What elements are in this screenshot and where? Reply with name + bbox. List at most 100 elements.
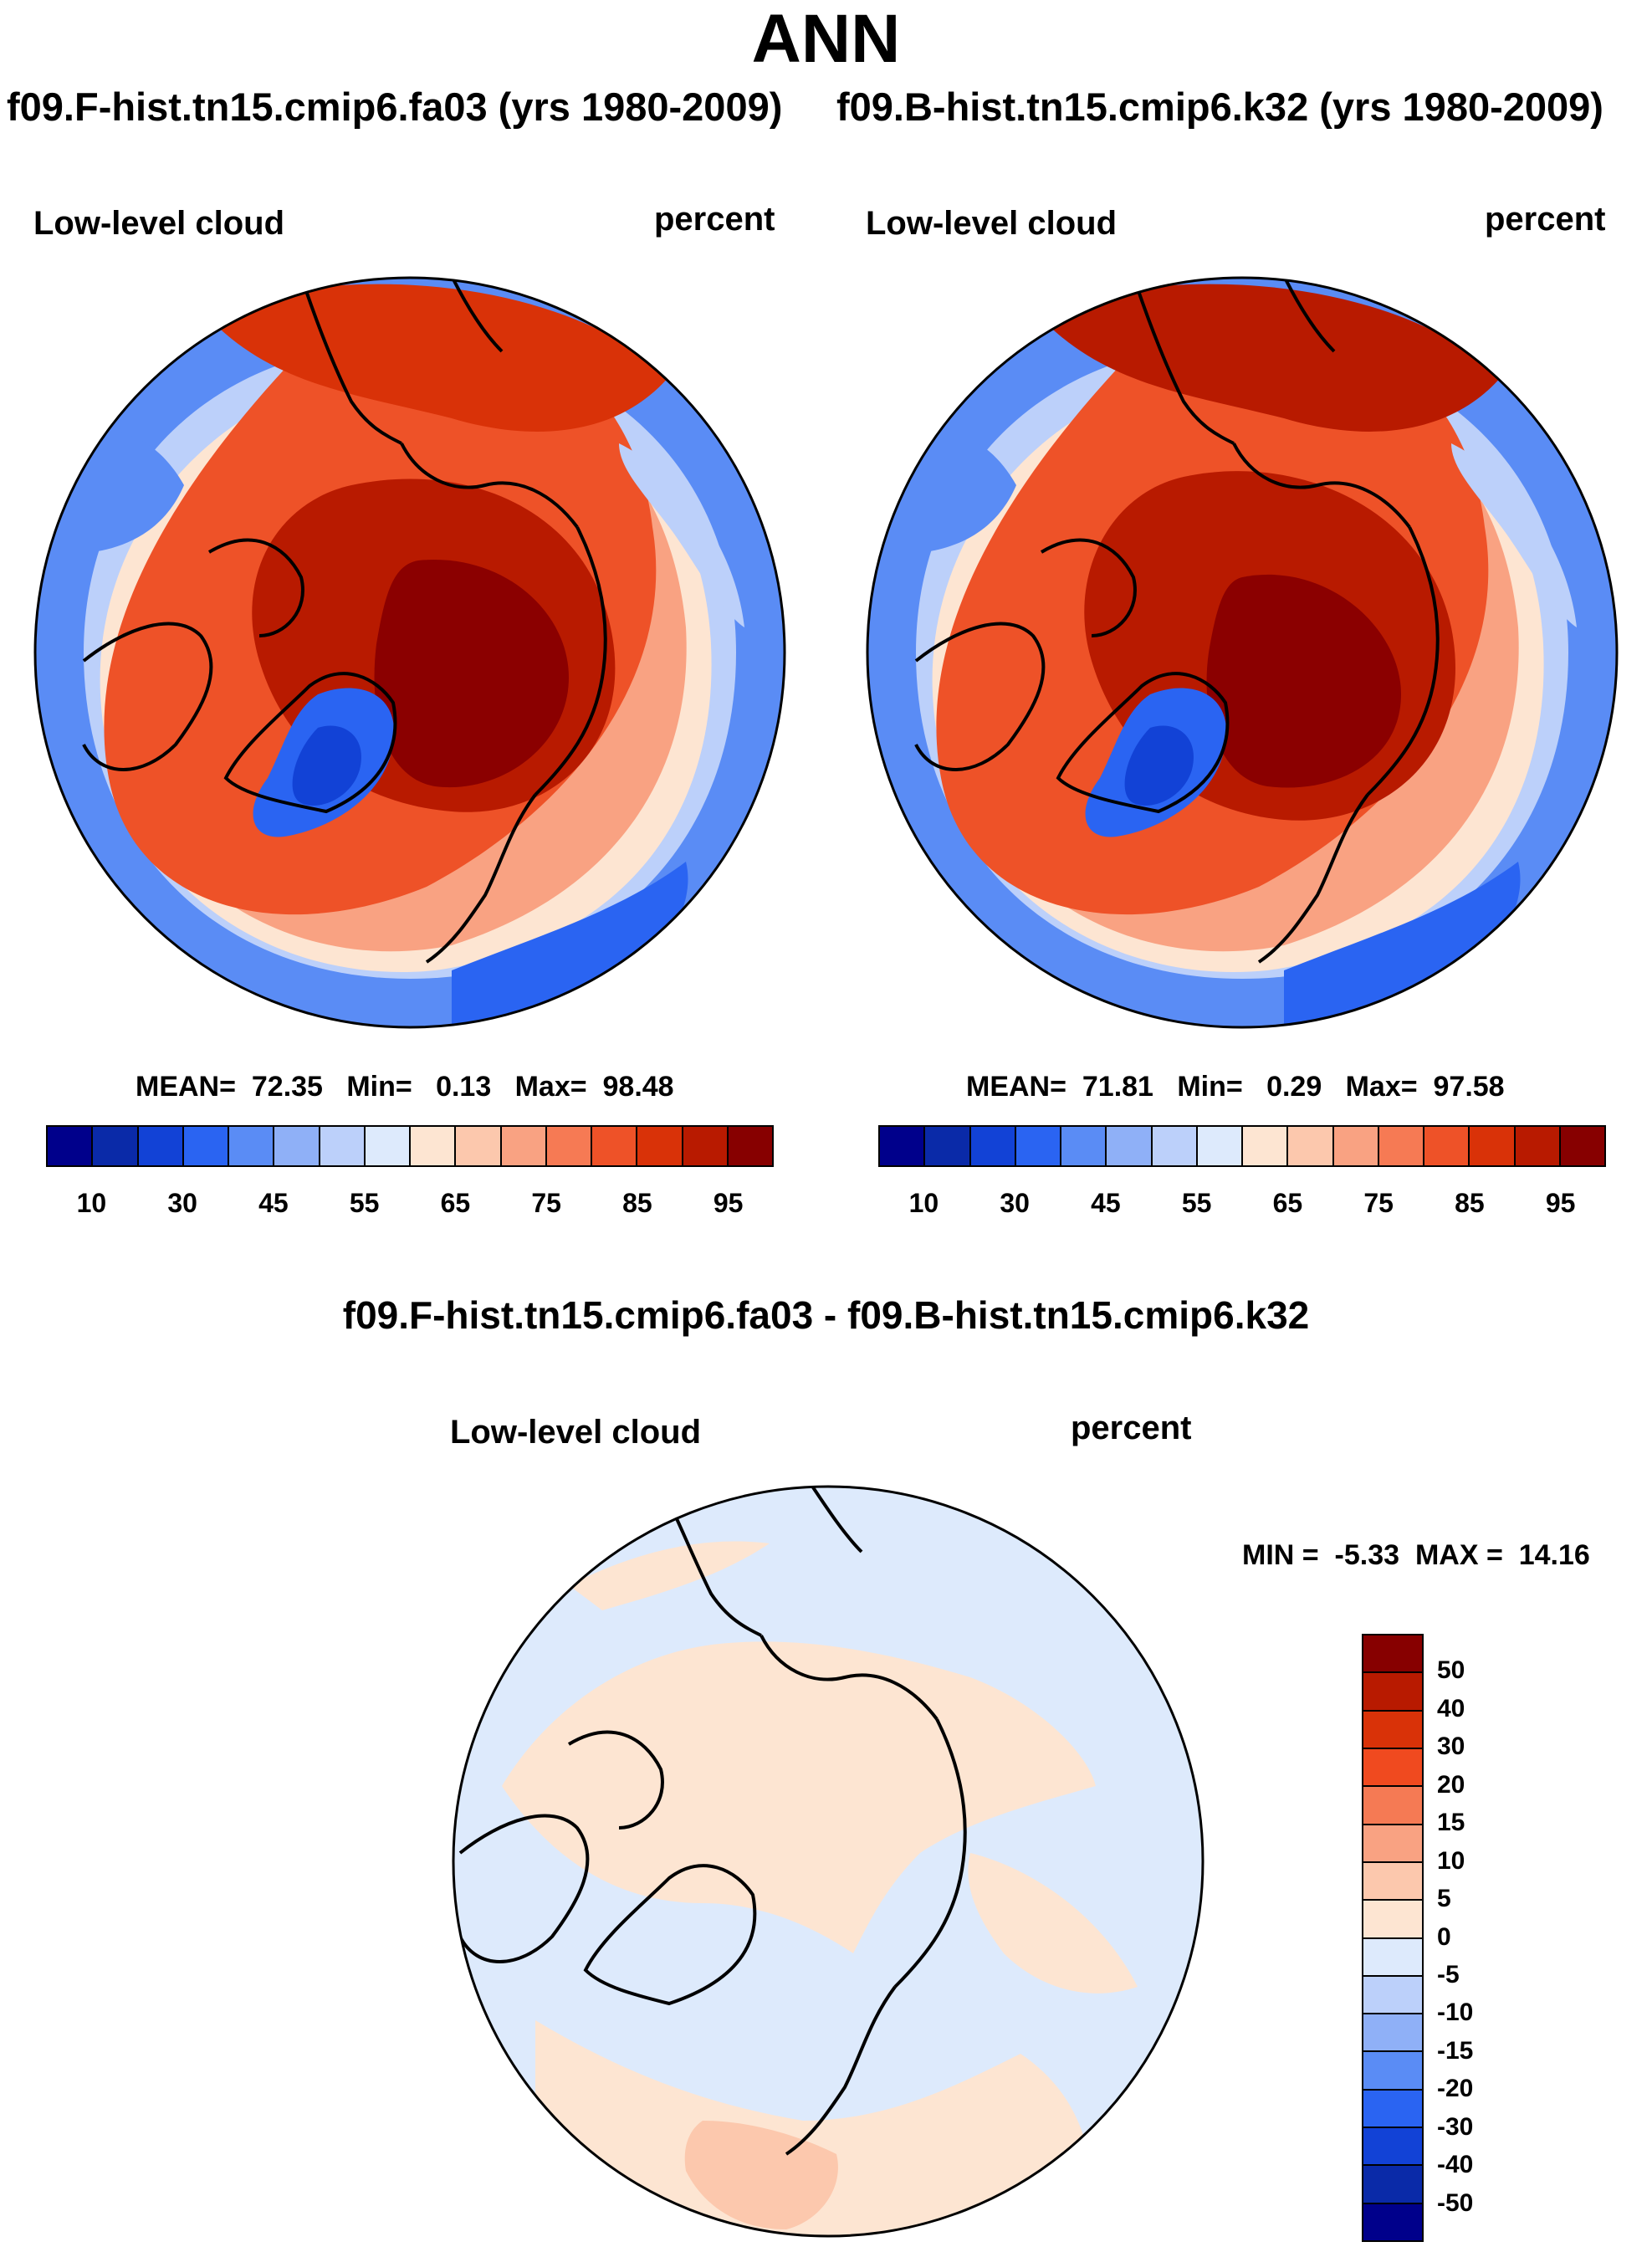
cb1-swatch	[546, 1127, 592, 1165]
diff-colorbar-tick-label: -40	[1437, 2151, 1474, 2179]
cb2-swatch	[1288, 1127, 1334, 1165]
diff-salmon-patch	[684, 2121, 838, 2229]
panel1-mean-value: 72.35	[251, 1071, 323, 1103]
panel1-mean-label: MEAN=	[136, 1071, 236, 1103]
diff-colorbar-swatch	[1363, 1901, 1422, 1939]
diff-colorbar-swatch	[1363, 2128, 1422, 2167]
cb1ticks-label: 65	[440, 1188, 471, 1218]
cb1-swatch	[183, 1127, 229, 1165]
panel2-polar-map	[866, 276, 1619, 1029]
cb1-swatch	[728, 1127, 772, 1165]
diff-colorbar-tick-label: -15	[1437, 2036, 1474, 2065]
panel2-deep-core	[1206, 574, 1401, 788]
panel2-mean-value: 71.81	[1082, 1071, 1153, 1103]
diff-max-value: 14.16	[1518, 1539, 1590, 1571]
panel2-max-label: Max=	[1345, 1071, 1418, 1103]
cb1ticks-label: 45	[258, 1188, 289, 1218]
diff-negative-greenland	[594, 1953, 736, 2040]
panel2-se-blue	[1284, 862, 1521, 1027]
panel1-se-blue	[452, 862, 688, 1027]
panel1-polar-map	[33, 276, 786, 1029]
diff-map-border	[452, 1485, 1204, 2238]
diff-colorbar-tick-label: -30	[1437, 2112, 1474, 2141]
panel1-units-label: percent	[654, 201, 775, 238]
diff-colorbar-swatch	[1363, 1976, 1422, 2015]
cb2-swatch	[1197, 1127, 1243, 1165]
panel1-east-lightblue	[619, 443, 744, 627]
panel1-greenland-core	[292, 725, 361, 806]
panel2-map-border	[866, 276, 1619, 1029]
diff-colorbar-tick-label: 5	[1437, 1885, 1451, 1913]
cb2-swatch	[1470, 1127, 1516, 1165]
cb2-swatch	[1560, 1127, 1604, 1165]
cb1-swatch	[93, 1127, 139, 1165]
diff-colorbar-tick-label: -10	[1437, 1999, 1474, 2027]
diff-colorbar-tick-label: -5	[1437, 1960, 1460, 1988]
panel1-max-label: Max=	[514, 1071, 587, 1103]
cb1-swatch	[501, 1127, 547, 1165]
case2-title: f09.B-hist.tn15.cmip6.k32 (yrs 1980-2009…	[836, 84, 1603, 129]
cb1-swatch	[411, 1127, 457, 1165]
panel1-colorbar	[46, 1125, 774, 1167]
cb2-swatch	[1107, 1127, 1153, 1165]
panel1-map-border	[33, 276, 786, 1029]
cb1ticks-label: 95	[713, 1188, 744, 1218]
panel2-stats: MEAN= 71.81 Min= 0.29 Max= 97.58	[966, 1071, 1505, 1103]
diff-variable-label: Low-level cloud	[450, 1414, 702, 1451]
diff-colorbar-swatch	[1363, 1862, 1422, 1901]
cb1-swatch	[365, 1127, 411, 1165]
cb1ticks-label: 85	[622, 1188, 652, 1218]
cb2-swatch	[1152, 1127, 1198, 1165]
cb1-swatch	[456, 1127, 502, 1165]
diff-colorbar-swatch	[1363, 2203, 1422, 2240]
cb2ticks-label: 55	[1181, 1188, 1212, 1218]
panel1-coastlines	[82, 278, 607, 964]
panel2-coastlines	[914, 278, 1440, 964]
cb2ticks-label: 10	[908, 1188, 939, 1218]
diff-max-label: MAX =	[1414, 1539, 1503, 1571]
diff-colorbar-swatch	[1363, 2090, 1422, 2129]
cb2ticks-label: 75	[1363, 1188, 1394, 1218]
panel2-mean-label: MEAN=	[966, 1071, 1066, 1103]
diff-colorbar-tick-label: 40	[1437, 1694, 1465, 1722]
diff-units-label: percent	[1071, 1410, 1192, 1446]
panel1-variable-label: Low-level cloud	[33, 205, 285, 242]
diff-colorbar-swatch	[1363, 2052, 1422, 2091]
cb2ticks-label: 95	[1545, 1188, 1576, 1218]
cb2-swatch	[1378, 1127, 1424, 1165]
diff-colorbar-swatch	[1363, 1938, 1422, 1977]
diff-positive-east	[968, 1853, 1138, 1994]
diff-colorbar-tick-label: -50	[1437, 2188, 1474, 2217]
cb2-swatch	[1243, 1127, 1289, 1165]
diff-min-label: MIN =	[1242, 1539, 1319, 1571]
diff-colorbar-tick-label: 10	[1437, 1846, 1465, 1875]
cb2-swatch	[880, 1127, 926, 1165]
cb1-swatch	[48, 1127, 94, 1165]
cb1-swatch	[138, 1127, 184, 1165]
diff-colorbar-swatch	[1363, 1635, 1422, 1674]
case1-title: f09.F-hist.tn15.cmip6.fa03 (yrs 1980-200…	[7, 84, 783, 129]
diff-colorbar	[1362, 1634, 1424, 2242]
season-title: ANN	[751, 1, 901, 77]
cb2-swatch	[1015, 1127, 1061, 1165]
panel2-variable-label: Low-level cloud	[866, 205, 1118, 242]
panel2-min-label: Min=	[1177, 1071, 1243, 1103]
diff-title: f09.F-hist.tn15.cmip6.fa03 - f09.B-hist.…	[342, 1293, 1310, 1337]
panel1-deep-core	[374, 560, 569, 788]
diff-colorbar-swatch	[1363, 1748, 1422, 1788]
diff-colorbar-tick-label: -20	[1437, 2075, 1474, 2103]
panel2-min-value: 0.29	[1266, 1071, 1322, 1103]
cb2-swatch	[1333, 1127, 1379, 1165]
cb1-swatch	[274, 1127, 320, 1165]
cb1-swatch	[229, 1127, 275, 1165]
diff-colorbar-swatch	[1363, 2166, 1422, 2204]
panel1-min-label: Min=	[346, 1071, 412, 1103]
diff-min-value: -5.33	[1334, 1539, 1400, 1571]
diff-colorbar-tick-label: 20	[1437, 1770, 1465, 1799]
diff-colorbar-tick-label: 15	[1437, 1809, 1465, 1837]
cb2-swatch	[1424, 1127, 1470, 1165]
cb2-swatch	[925, 1127, 971, 1165]
cb2ticks-label: 30	[1000, 1188, 1030, 1218]
cb1-swatch	[320, 1127, 366, 1165]
diff-colorbar-swatch	[1363, 1711, 1422, 1749]
